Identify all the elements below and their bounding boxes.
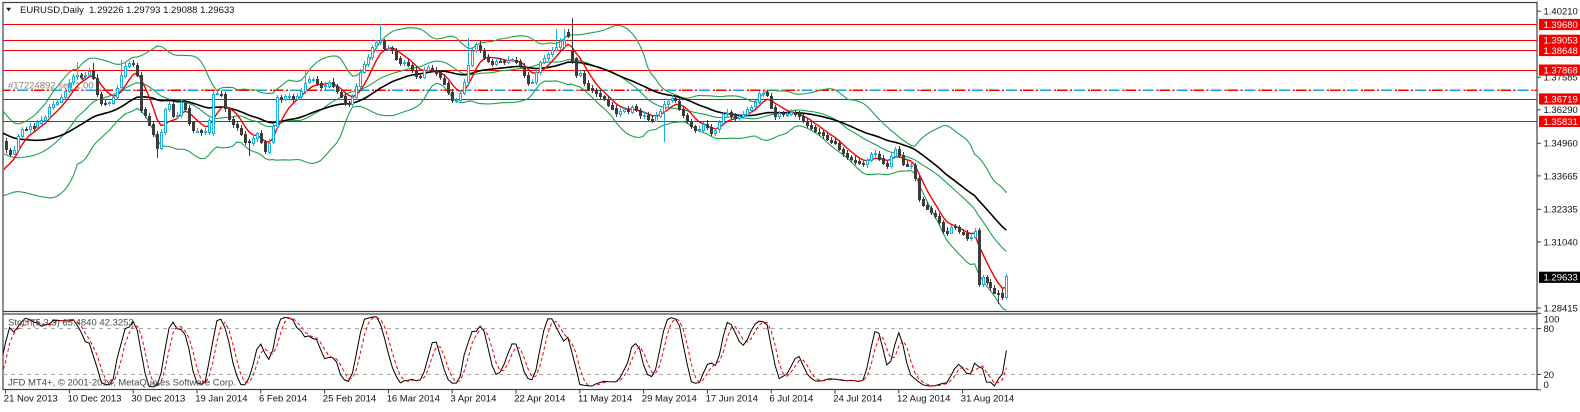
svg-text:22 Apr 2014: 22 Apr 2014 <box>514 394 565 405</box>
svg-text:1.35831: 1.35831 <box>1544 117 1578 128</box>
svg-text:1.29633: 1.29633 <box>1544 273 1578 284</box>
svg-text:1.40210: 1.40210 <box>1544 7 1578 18</box>
svg-text:21 Nov 2013: 21 Nov 2013 <box>4 394 58 405</box>
svg-text:19 Jan 2014: 19 Jan 2014 <box>195 394 247 405</box>
svg-text:1.36719: 1.36719 <box>1544 94 1578 105</box>
svg-text:16 Mar 2014: 16 Mar 2014 <box>387 394 440 405</box>
svg-text:3 Apr 2014: 3 Apr 2014 <box>450 394 496 405</box>
svg-text:1.39680: 1.39680 <box>1544 20 1578 31</box>
svg-text:Stoch(5,3,3) 65.4840 42.3253: Stoch(5,3,3) 65.4840 42.3253 <box>8 318 134 329</box>
svg-text:29 May 2014: 29 May 2014 <box>642 394 697 405</box>
svg-text:25 Feb 2014: 25 Feb 2014 <box>323 394 376 405</box>
svg-text:1.28415: 1.28415 <box>1544 303 1578 314</box>
svg-text:31 Aug 2014: 31 Aug 2014 <box>961 394 1014 405</box>
svg-text:6 Jul 2014: 6 Jul 2014 <box>769 394 813 405</box>
svg-text:JFD MT4+, © 2001-2014, MetaQuo: JFD MT4+, © 2001-2014, MetaQuotes Softwa… <box>8 378 236 389</box>
svg-text:17 Jun 2014: 17 Jun 2014 <box>706 394 758 405</box>
svg-text:0: 0 <box>1544 380 1549 391</box>
svg-text:EURUSD,Daily 1.29226 1.29793: EURUSD,Daily 1.29226 1.29793 1.29088 1.2… <box>20 5 234 16</box>
svg-text:1.39053: 1.39053 <box>1544 36 1578 47</box>
svg-text:1.32335: 1.32335 <box>1544 205 1578 216</box>
svg-text:1.37585: 1.37585 <box>1544 73 1578 84</box>
svg-text:100: 100 <box>1544 314 1560 325</box>
svg-text:1.38648: 1.38648 <box>1544 46 1578 57</box>
svg-text:6 Feb 2014: 6 Feb 2014 <box>259 394 307 405</box>
svg-text:80: 80 <box>1544 324 1555 335</box>
svg-text:1.31040: 1.31040 <box>1544 237 1578 248</box>
svg-text:1.34960: 1.34960 <box>1544 139 1578 150</box>
svg-text:1.36290: 1.36290 <box>1544 105 1578 116</box>
svg-text:24 Jul 2014: 24 Jul 2014 <box>833 394 882 405</box>
svg-text:30 Dec 2013: 30 Dec 2013 <box>131 394 185 405</box>
svg-text:12 Aug 2014: 12 Aug 2014 <box>897 394 950 405</box>
svg-text:11 May 2014: 11 May 2014 <box>578 394 632 405</box>
svg-text:10 Dec 2013: 10 Dec 2013 <box>68 394 122 405</box>
svg-text:#17224892 sell 1.00: #17224892 sell 1.00 <box>8 81 94 92</box>
svg-text:1.33665: 1.33665 <box>1544 171 1578 182</box>
svg-text:20: 20 <box>1544 370 1555 381</box>
svg-text:1.37868: 1.37868 <box>1544 66 1578 77</box>
